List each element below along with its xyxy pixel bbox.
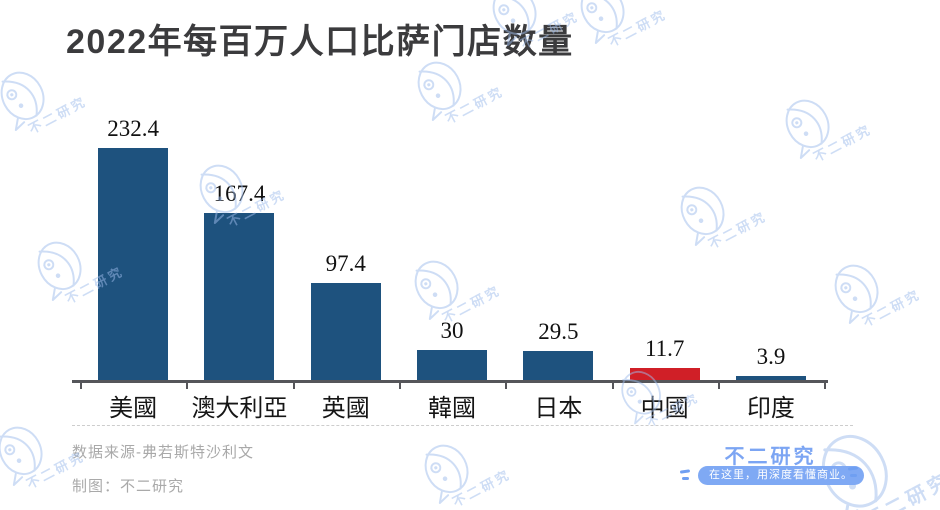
bar-value-south-korea: 30 (440, 318, 464, 343)
axis-label-usa: 美國 (109, 396, 158, 422)
brand-watermark: 不二研究 (566, 0, 670, 58)
brand-tagline-pill: 在这里，用深度看懂商业。 (698, 466, 864, 485)
chart-title: 2022年每百万人口比萨门店数量 (66, 23, 574, 61)
data-source-text: 数据来源-弗若斯特沙利文 (72, 444, 254, 461)
x-axis-tick (505, 383, 508, 389)
x-axis-line (72, 380, 828, 383)
footer-separator-line (72, 425, 853, 426)
brand-watermark: 不二研究 (820, 238, 924, 338)
axis-label-uk: 英國 (321, 396, 370, 422)
speed-dash-right-bottom (850, 474, 857, 477)
x-axis-labels: 美國 澳大利亞 英國 韓國 日本 中國 印度 (72, 388, 828, 422)
whale-doodle-icon (580, 0, 625, 45)
speed-dash-left-bottom (682, 477, 689, 480)
brand-logo-text: 不二研究 (724, 446, 817, 468)
bar-china (629, 368, 700, 380)
bar-value-china: 11.7 (644, 336, 685, 362)
watermark-text: 不二研究 (605, 6, 670, 50)
bar-value-india: 3.9 (756, 344, 786, 370)
brand-watermark: 不二研究 (410, 418, 514, 510)
bar-south-korea (417, 350, 488, 380)
whale-doodle-icon (0, 426, 43, 487)
plot-area: 232.4 167.4 97.4 30 29.5 11.7 3.9 (72, 116, 828, 380)
bar-india (735, 376, 806, 380)
whale-doodle-icon (0, 71, 45, 132)
whale-doodle-icon (834, 264, 879, 325)
axis-label-india: 印度 (746, 396, 795, 422)
speed-dash-left-top (679, 469, 691, 474)
x-axis-tick (611, 383, 614, 389)
bar-value-usa: 232.4 (107, 115, 160, 141)
watermark-text: 不二研究 (859, 467, 940, 510)
bar-japan (523, 350, 594, 380)
axis-label-south-korea: 韓國 (428, 396, 477, 422)
bar-value-japan: 29.5 (538, 318, 579, 344)
watermark-text: 不二研究 (449, 466, 514, 510)
axis-label-japan: 日本 (534, 396, 583, 422)
axis-label-australia: 澳大利亞 (191, 396, 288, 422)
watermark-text: 不二研究 (859, 286, 924, 330)
bar-value-uk: 97.4 (325, 250, 366, 276)
x-axis-tick (398, 383, 401, 389)
whale-doodle-icon (424, 444, 469, 505)
x-axis-tick (186, 383, 189, 389)
chart-credit-text: 制图：不二研究 (72, 478, 185, 495)
x-axis-tick (824, 383, 827, 389)
bar-uk (310, 282, 381, 380)
x-axis-tick (717, 383, 720, 389)
x-axis-tick (80, 383, 82, 389)
bar-value-australia: 167.4 (213, 180, 266, 206)
bar-australia (204, 212, 275, 380)
watermark-text: 不二研究 (442, 83, 507, 127)
x-axis-tick (292, 383, 295, 389)
bar-usa (98, 147, 169, 380)
